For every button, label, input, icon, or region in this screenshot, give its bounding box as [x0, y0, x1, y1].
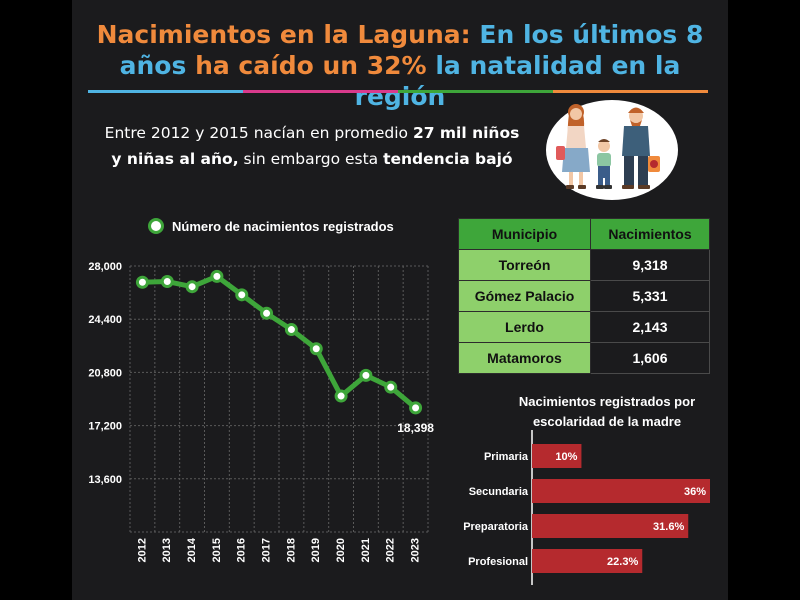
data-point [210, 269, 224, 283]
municipio-cell: Gómez Palacio [458, 280, 591, 312]
infographic-card: Nacimientos en la Laguna: En los últimos… [72, 0, 728, 600]
x-tick-label: 2016 [236, 538, 248, 562]
color-rule [88, 90, 708, 93]
nacimientos-cell: 2,143 [590, 311, 710, 343]
data-point [135, 275, 149, 289]
x-tick-label: 2012 [136, 538, 148, 562]
bar-chart-title: Nacimientos registrados por escolaridad … [472, 392, 728, 432]
category-label: Preparatoria [463, 521, 529, 533]
table-row: Matamoros 1,606 [458, 342, 710, 374]
bar [532, 479, 710, 503]
headline-line-1: Nacimientos en la Laguna: En los últimos… [72, 19, 728, 50]
data-point [409, 401, 423, 415]
legend-label: Número de nacimientos registrados [172, 218, 394, 234]
x-tick-label: 2021 [360, 538, 372, 562]
subtitle-text: Entre 2012 y 2015 nacían en promedio [104, 124, 413, 142]
headline-text: la natalidad en la región [354, 51, 681, 111]
bar-title-line: Nacimientos registrados por [518, 394, 696, 409]
category-label: Profesional [468, 556, 528, 568]
category-label: Primaria [484, 451, 529, 463]
column-header: Municipio [458, 218, 591, 250]
bar-value-label: 22.3% [607, 556, 638, 568]
bar-value-label: 10% [555, 451, 577, 463]
bar-value-label: 31.6% [653, 521, 684, 533]
y-tick-label: 13,600 [88, 474, 122, 486]
line-chart-legend: Número de nacimientos registrados [148, 218, 394, 234]
column-header: Nacimientos [590, 218, 710, 250]
headline-highlight: ha caído un 32% [195, 51, 427, 80]
data-label: 18,398 [397, 421, 434, 435]
family-illustration [546, 100, 678, 200]
table-row: Gómez Palacio 5,331 [458, 280, 710, 312]
table-row: Torreón 9,318 [458, 249, 710, 281]
table-row: Lerdo 2,143 [458, 311, 710, 343]
data-point [384, 380, 398, 394]
headline-text: En los últimos 8 [479, 20, 704, 49]
bar [532, 444, 582, 468]
rule-segment [88, 90, 243, 93]
x-tick-label: 2018 [285, 538, 297, 562]
nacimientos-cell: 5,331 [590, 280, 710, 312]
headline-highlight: Nacimientos en la Laguna: [96, 20, 471, 49]
data-point [334, 389, 348, 403]
data-point [284, 323, 298, 337]
x-tick-label: 2014 [186, 537, 198, 562]
bar [532, 514, 689, 538]
category-label: Secundaria [469, 486, 529, 498]
headline-line-2: años ha caído un 32% la natalidad en la … [72, 50, 728, 112]
x-tick-label: 2015 [211, 538, 223, 562]
municipio-cell: Torreón [458, 249, 591, 281]
x-tick-label: 2022 [385, 538, 397, 562]
data-point [260, 306, 274, 320]
data-point [359, 368, 373, 382]
bar [532, 549, 643, 573]
subtitle: Entre 2012 y 2015 nacían en promedio 27 … [72, 120, 552, 172]
legend-marker [148, 218, 164, 234]
x-tick-label: 2023 [409, 538, 421, 562]
data-point [235, 288, 249, 302]
rule-segment [243, 90, 398, 93]
subtitle-text: sin embargo esta [238, 150, 384, 168]
data-point [160, 275, 174, 289]
x-tick-label: 2013 [161, 538, 173, 562]
subtitle-bold: tendencia bajó [383, 150, 513, 168]
y-tick-label: 28,000 [88, 261, 122, 273]
subtitle-bold: y niñas al año, [111, 150, 239, 168]
y-tick-label: 17,200 [88, 421, 122, 433]
births-line-chart: 28,000 24,400 20,800 17,200 13,600 2012 2013 20… [88, 261, 434, 562]
x-tick-label: 2017 [260, 538, 272, 562]
data-point [185, 280, 199, 294]
x-tick-label: 2020 [335, 538, 347, 562]
nacimientos-cell: 9,318 [590, 249, 710, 281]
x-tick-label: 2019 [310, 538, 322, 562]
nacimientos-cell: 1,606 [590, 342, 710, 374]
data-point [309, 342, 323, 356]
municipios-table: Municipio Nacimientos Torreón 9,318 Góme… [458, 218, 710, 374]
y-tick-label: 20,800 [88, 367, 122, 379]
bar-value-label: 36% [684, 486, 706, 498]
table-header-row: Municipio Nacimientos [458, 218, 710, 250]
municipio-cell: Matamoros [458, 342, 591, 374]
subtitle-bold: 27 mil niños [412, 124, 520, 142]
y-tick-label: 24,400 [88, 314, 122, 326]
schooling-bar-chart: Primaria 10% Secundaria 36% Preparatoria 31.6… [463, 430, 710, 585]
municipio-cell: Lerdo [458, 311, 591, 343]
bar-title-line: escolaridad de la madre [532, 414, 682, 429]
rule-segment [553, 90, 708, 93]
headline-text: años [119, 51, 187, 80]
rule-segment [398, 90, 553, 93]
